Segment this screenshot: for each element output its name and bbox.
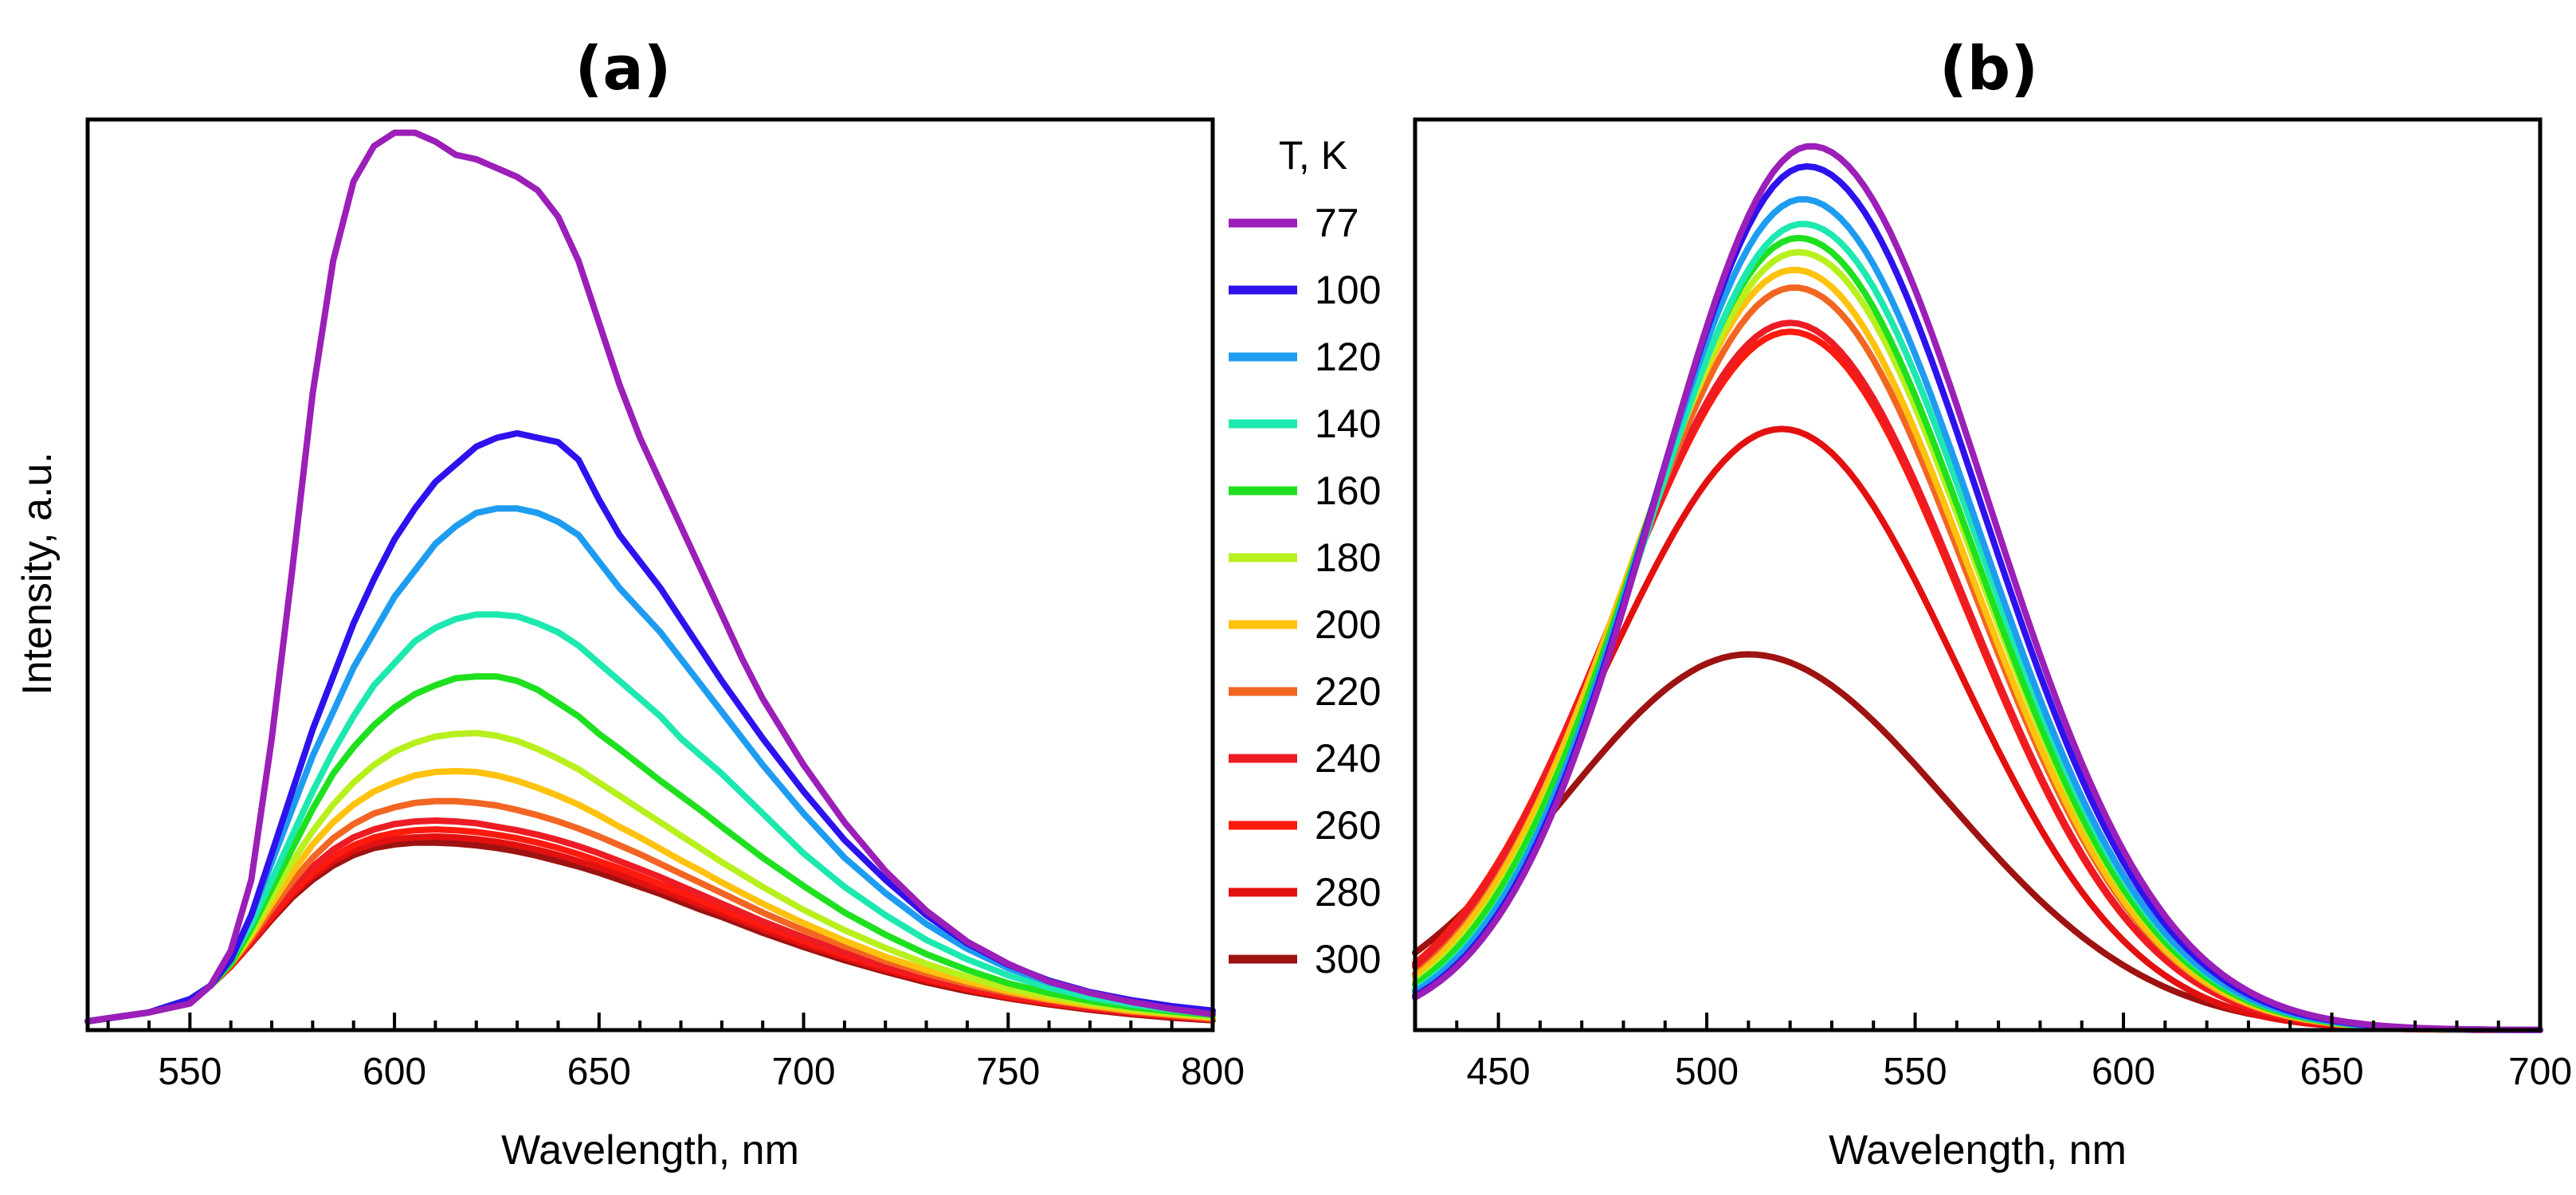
series-line-200K: [84, 767, 1216, 1025]
panel-b-x-axis-title: Wavelength, nm: [1829, 1127, 2127, 1173]
legend-label-200K: 200: [1315, 602, 1381, 647]
legend-label-300K: 300: [1315, 937, 1381, 981]
panel-b-frame: [1413, 117, 2543, 1032]
legend-items: 77 100 120 140 160 180 200 220 240 260 280 300: [1229, 201, 1381, 981]
series-line-140K: [84, 611, 1216, 1025]
x-tick-label: 450: [1467, 1051, 1531, 1093]
panel-a-series: [84, 129, 1216, 1025]
series-line-160K: [84, 673, 1216, 1025]
x-tick-label: 600: [2092, 1051, 2155, 1093]
legend-label-280K: 280: [1315, 870, 1381, 915]
series-line-120K: [1412, 196, 2543, 1033]
x-tick-label: 550: [158, 1051, 222, 1093]
series-line-200K: [1412, 266, 2543, 1033]
legend-label-77K: 77: [1315, 201, 1359, 245]
panel-a-title: (a): [575, 33, 672, 104]
legend-label-240K: 240: [1315, 736, 1381, 781]
panel-a-frame: [85, 117, 1215, 1032]
panel-b: (b) 450 500 550 600 650 700 Wavelength, nm: [1412, 33, 2572, 1173]
legend: T, K 77 100 120 140 160 180 200 220 240 260 280 300: [1229, 133, 1381, 981]
panel-b-x-axis: 450 500 550 600 650 700: [1413, 1013, 2572, 1093]
x-tick-label: 650: [2300, 1051, 2363, 1093]
x-tick-label: 600: [363, 1051, 426, 1093]
panel-b-title: (b): [1939, 33, 2038, 104]
legend-label-180K: 180: [1315, 535, 1381, 580]
x-tick-label: 750: [976, 1051, 1040, 1093]
x-tick-label: 800: [1181, 1051, 1245, 1093]
legend-label-100K: 100: [1315, 268, 1381, 312]
panel-a: (a) 550 600 650 700 750 800 Wavelength, nm In…: [14, 33, 1245, 1173]
series-line-77K: [84, 129, 1216, 1025]
series-line-240K: [1412, 319, 2543, 1033]
series-line-220K: [1412, 284, 2543, 1033]
series-line-180K: [84, 730, 1216, 1025]
x-tick-label: 700: [771, 1051, 835, 1093]
series-line-77K: [1412, 143, 2543, 1033]
x-tick-label: 700: [2508, 1051, 2572, 1093]
panel-a-x-axis: 550 600 650 700 750 800: [106, 1013, 1245, 1093]
legend-label-120K: 120: [1315, 335, 1381, 379]
x-tick-label: 650: [567, 1051, 631, 1093]
legend-label-140K: 140: [1315, 402, 1381, 446]
legend-title: T, K: [1279, 133, 1347, 178]
x-tick-label: 500: [1675, 1051, 1739, 1093]
legend-label-260K: 260: [1315, 803, 1381, 848]
series-line-120K: [84, 505, 1216, 1025]
x-tick-label: 550: [1884, 1051, 1947, 1093]
panel-a-y-axis-title: Intensity, a.u.: [14, 452, 61, 695]
legend-label-160K: 160: [1315, 468, 1381, 513]
legend-label-220K: 220: [1315, 669, 1381, 714]
panel-b-series: [1412, 143, 2543, 1033]
panel-a-x-axis-title: Wavelength, nm: [501, 1127, 799, 1173]
